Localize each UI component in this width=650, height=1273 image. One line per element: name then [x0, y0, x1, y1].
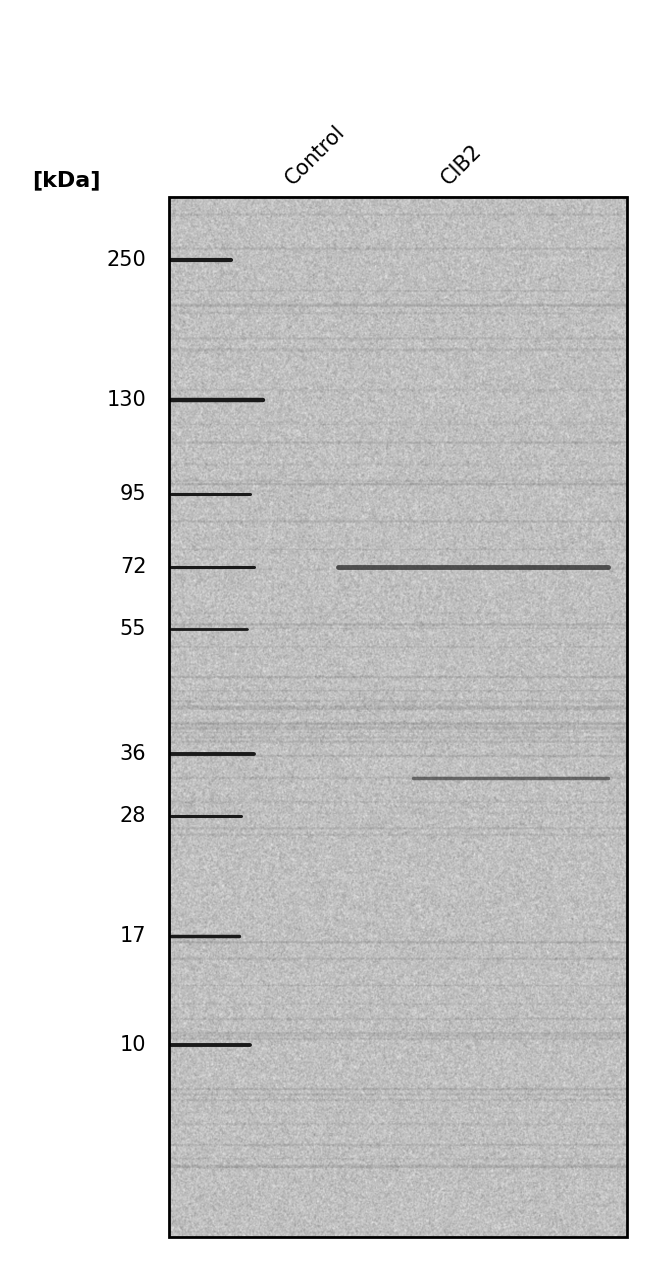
- Text: 72: 72: [120, 556, 146, 577]
- Text: [kDa]: [kDa]: [32, 171, 101, 191]
- Text: 250: 250: [107, 250, 146, 270]
- Bar: [169, 197, 627, 1237]
- Text: 28: 28: [120, 806, 146, 826]
- Text: 10: 10: [120, 1035, 146, 1055]
- Text: 17: 17: [120, 925, 146, 946]
- Text: CIB2: CIB2: [437, 140, 486, 188]
- Text: 130: 130: [107, 390, 146, 410]
- Text: 95: 95: [120, 484, 146, 504]
- Text: 36: 36: [120, 743, 146, 764]
- Text: 55: 55: [120, 619, 146, 639]
- Text: Control: Control: [281, 121, 349, 188]
